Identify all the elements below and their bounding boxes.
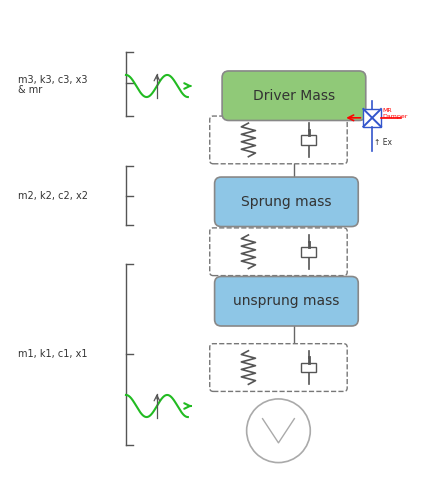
Bar [301, 363, 316, 372]
Text: Driver Mass: Driver Mass [253, 89, 335, 103]
Circle shape [247, 399, 310, 462]
FancyBboxPatch shape [222, 71, 366, 121]
Text: Sprung mass: Sprung mass [241, 195, 332, 209]
FancyBboxPatch shape [210, 116, 347, 164]
Bar [301, 135, 316, 145]
Text: m2, k2, c2, x2: m2, k2, c2, x2 [18, 190, 88, 201]
FancyBboxPatch shape [210, 344, 347, 392]
Text: & mr: & mr [18, 85, 42, 95]
FancyBboxPatch shape [210, 228, 347, 276]
Text: m3, k3, c3, x3: m3, k3, c3, x3 [18, 75, 87, 85]
FancyBboxPatch shape [215, 277, 358, 326]
Text: m1, k1, c1, x1: m1, k1, c1, x1 [18, 349, 87, 359]
FancyBboxPatch shape [215, 177, 358, 226]
Text: ↑ Ex: ↑ Ex [374, 138, 392, 147]
Text: MR
Damper: MR Damper [382, 108, 408, 119]
Text: unsprung mass: unsprung mass [233, 294, 339, 308]
Bar [301, 247, 316, 257]
Bar [363, 109, 381, 126]
